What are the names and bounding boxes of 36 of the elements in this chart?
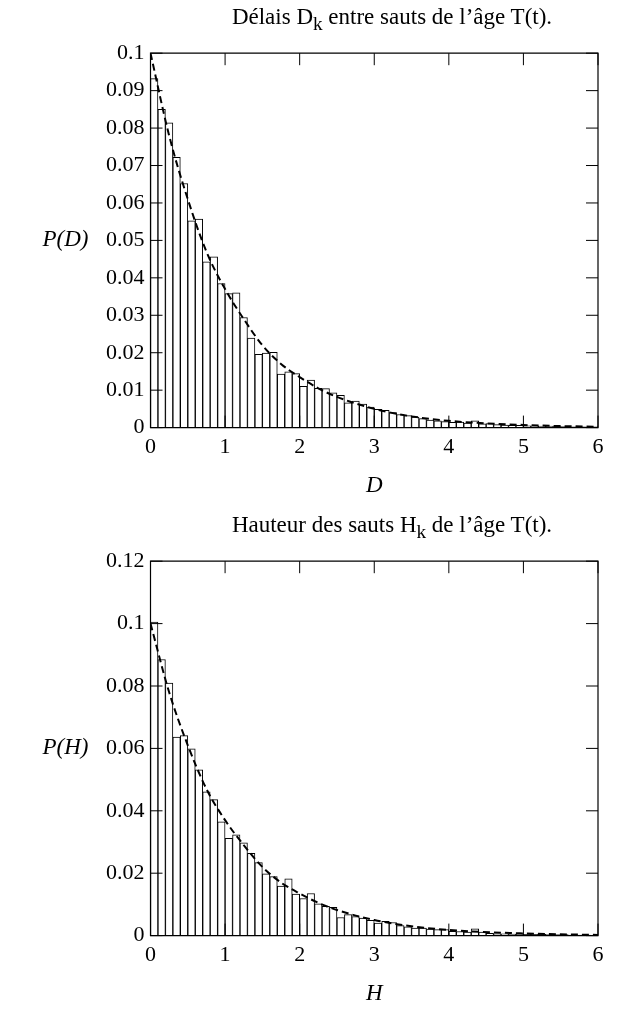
- y-tick-label: 0.04: [106, 263, 145, 289]
- x-tick-label: 5: [517, 432, 529, 458]
- x-tick-label: 1: [219, 432, 231, 458]
- y-tick-label: 0.08: [106, 113, 145, 139]
- x-tick-label: 4: [443, 432, 455, 458]
- y-tick-label: 0.01: [106, 375, 145, 401]
- x-tick-label: 3: [368, 432, 380, 458]
- x-tick-label: 1: [219, 940, 231, 966]
- y-axis-title: P(D): [41, 226, 89, 252]
- y-tick-label: 0.04: [106, 796, 145, 822]
- y-tick-label: 0: [133, 921, 145, 947]
- y-tick-label: 0.07: [106, 151, 145, 177]
- x-tick-label: 4: [443, 940, 455, 966]
- x-tick-label: 2: [294, 940, 306, 966]
- y-tick-label: 0.12: [106, 546, 145, 572]
- y-tick-label: 0: [133, 413, 145, 439]
- x-tick-label: 5: [517, 940, 529, 966]
- y-tick-label: 0.02: [106, 338, 145, 364]
- chart-title: Délais D$_{k}$ entre sauts de l’âge T(t).: [230, 4, 554, 35]
- x-axis-title: H: [364, 979, 384, 1005]
- y-tick-label: 0.1: [117, 38, 145, 64]
- y-tick-label: 0.06: [106, 734, 145, 760]
- x-tick-label: 3: [368, 940, 380, 966]
- y-tick-label: 0.02: [106, 858, 145, 884]
- y-tick-label: 0.03: [106, 301, 145, 327]
- x-tick-label: 6: [592, 432, 604, 458]
- x-axis-title: D: [364, 471, 383, 497]
- y-tick-label: 0.05: [106, 226, 145, 252]
- x-tick-label: 6: [592, 940, 604, 966]
- y-tick-label: 0.06: [106, 188, 145, 214]
- y-tick-label: 0.08: [106, 671, 145, 697]
- y-axis-title: P(H): [41, 734, 89, 760]
- chart-title: Hauteur des sauts H$_{k}$ de l’âge T(t).: [230, 512, 554, 543]
- y-tick-label: 0.1: [117, 609, 145, 635]
- x-tick-label: 2: [294, 432, 306, 458]
- y-tick-label: 0.09: [106, 76, 145, 102]
